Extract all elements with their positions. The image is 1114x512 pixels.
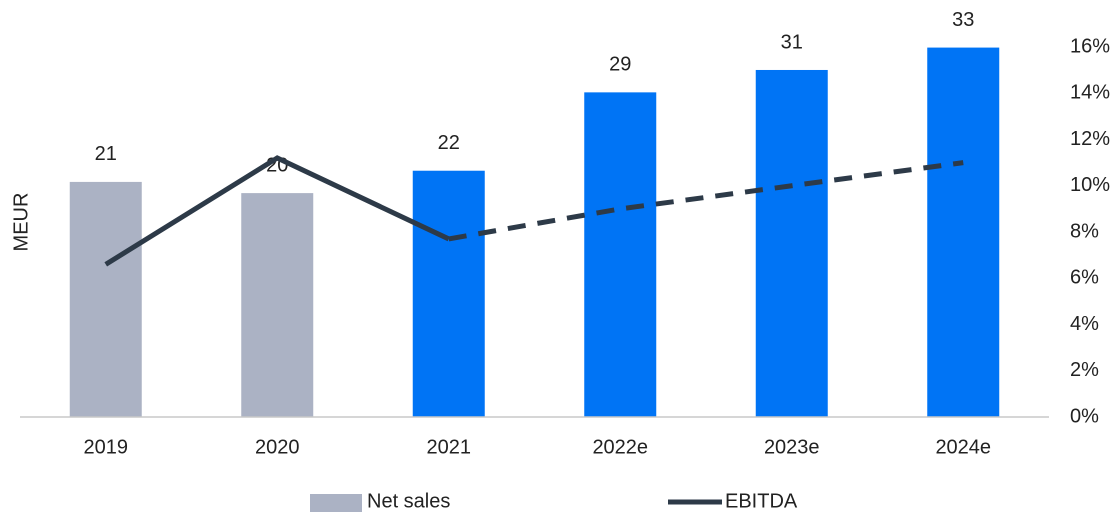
x-tick-label: 2021 xyxy=(427,436,472,458)
data-label: 29 xyxy=(609,54,631,76)
y2-tick-label: 6% xyxy=(1070,267,1099,289)
x-tick-label: 2019 xyxy=(84,436,129,458)
y-axis-label: MEUR xyxy=(10,193,32,252)
y2-tick-label: 10% xyxy=(1070,174,1110,196)
legend-label: Net sales xyxy=(367,490,450,512)
x-tick-label: 2024e xyxy=(935,436,991,458)
bar xyxy=(584,92,657,417)
data-label: 22 xyxy=(438,132,460,154)
y2-tick-label: 8% xyxy=(1070,220,1099,242)
line xyxy=(448,160,964,242)
x-tick-label: 2020 xyxy=(255,436,300,458)
data-label: 33 xyxy=(952,9,974,31)
data-label: 31 xyxy=(781,31,803,53)
y2-tick-label: 16% xyxy=(1070,35,1110,57)
bar xyxy=(69,181,142,417)
bar xyxy=(927,47,1000,417)
legend-label: EBITDA xyxy=(725,490,798,512)
y2-tick-label: 0% xyxy=(1070,405,1099,427)
x-tick-label: 2022e xyxy=(592,436,648,458)
x-tick-label: 2023e xyxy=(764,436,820,458)
bar xyxy=(241,193,314,417)
bar xyxy=(755,69,828,417)
y2-tick-label: 4% xyxy=(1070,313,1099,335)
bar xyxy=(412,170,485,417)
data-label: 21 xyxy=(95,143,117,165)
legend-swatch xyxy=(310,494,362,512)
line xyxy=(104,155,450,267)
y2-tick-label: 12% xyxy=(1070,128,1110,150)
y2-tick-label: 2% xyxy=(1070,359,1099,381)
y2-tick-label: 14% xyxy=(1070,82,1110,104)
